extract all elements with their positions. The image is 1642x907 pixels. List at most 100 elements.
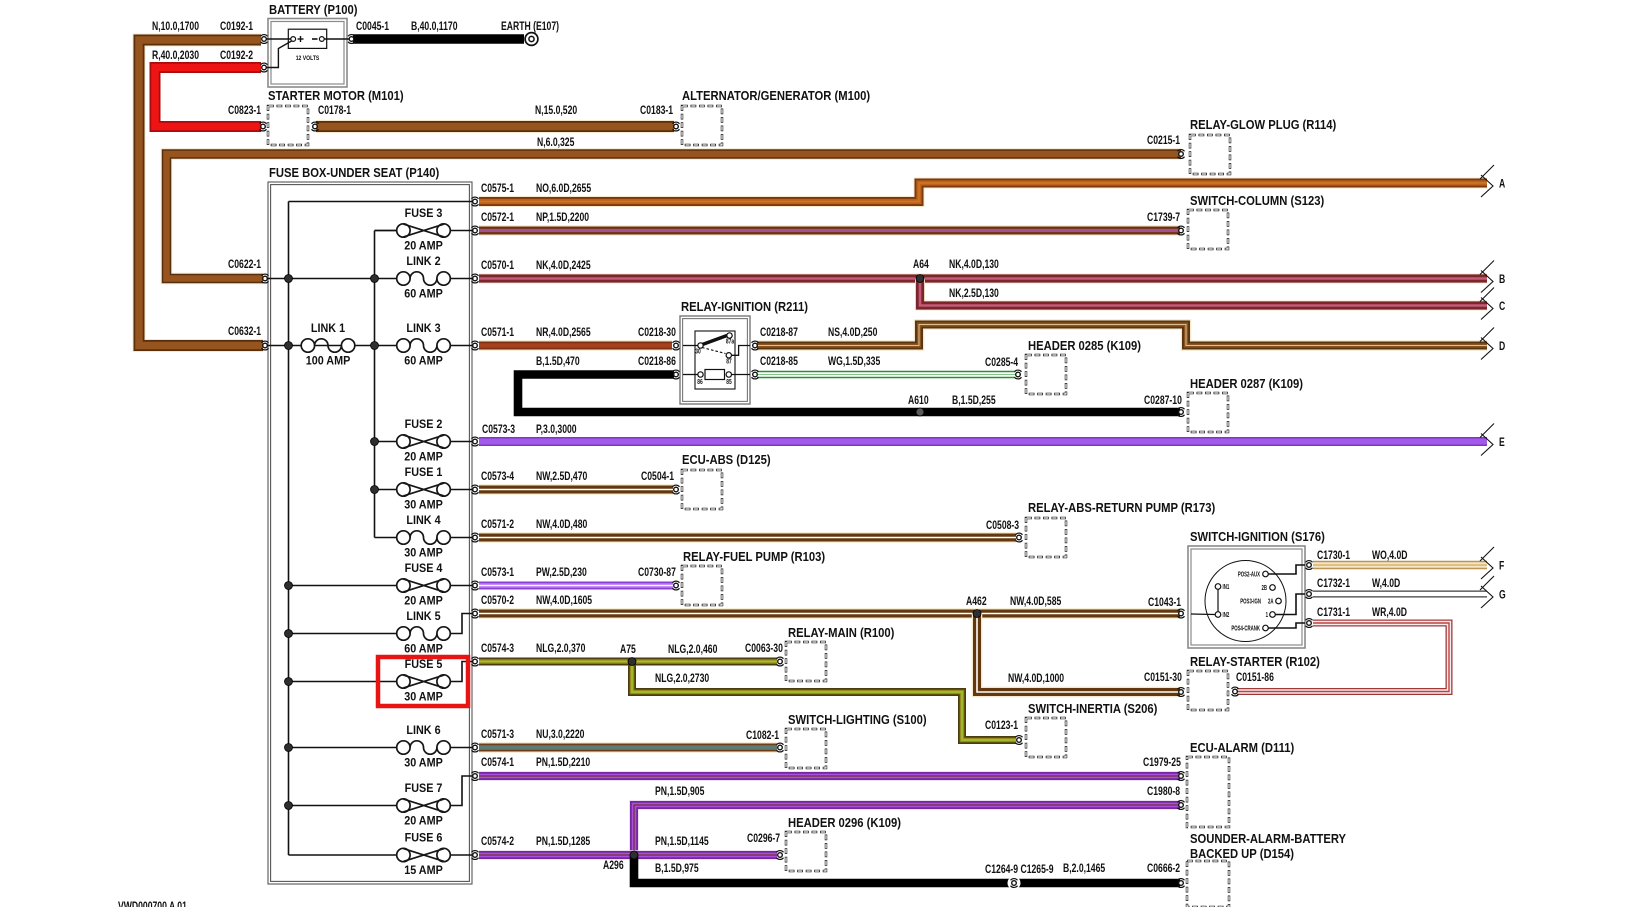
svg-text:60 AMP: 60 AMP (404, 355, 443, 368)
svg-text:C0218-86: C0218-86 (638, 356, 676, 369)
svg-text:SWITCH-LIGHTING (S100): SWITCH-LIGHTING (S100) (788, 712, 927, 727)
svg-text:NW,2.5D,470: NW,2.5D,470 (536, 471, 587, 484)
svg-text:IN1: IN1 (1223, 584, 1230, 591)
svg-text:RELAY-ABS-RETURN PUMP (R173): RELAY-ABS-RETURN PUMP (R173) (1028, 500, 1215, 515)
svg-text:B,40.0,1170: B,40.0,1170 (411, 21, 458, 34)
svg-text:C0123-1: C0123-1 (985, 720, 1018, 733)
svg-text:LINK 4: LINK 4 (406, 515, 441, 528)
svg-text:C0570-2: C0570-2 (481, 595, 514, 608)
svg-text:C0573-4: C0573-4 (481, 471, 514, 484)
svg-text:C0823-1: C0823-1 (228, 105, 261, 118)
svg-text:LINK 1: LINK 1 (311, 323, 346, 336)
svg-text:C1082-1: C1082-1 (746, 730, 779, 743)
svg-text:C0666-2: C0666-2 (1147, 863, 1180, 876)
svg-text:C0192-2: C0192-2 (220, 50, 253, 63)
svg-text:C0574-3: C0574-3 (481, 643, 514, 656)
svg-text:RELAY-IGNITION (R211): RELAY-IGNITION (R211) (681, 299, 808, 314)
svg-text:C0574-2: C0574-2 (481, 836, 514, 849)
svg-text:C: C (1499, 301, 1506, 314)
svg-text:B,1.5D,975: B,1.5D,975 (655, 863, 699, 876)
svg-text:A: A (1499, 178, 1506, 191)
svg-text:NS,4.0D,250: NS,4.0D,250 (828, 327, 878, 340)
svg-text:PN,1.5D,1285: PN,1.5D,1285 (536, 836, 590, 849)
svg-text:C0218-30: C0218-30 (638, 327, 676, 340)
svg-text:NW,4.0D,480: NW,4.0D,480 (536, 519, 587, 532)
svg-text:C0622-1: C0622-1 (228, 259, 261, 272)
svg-text:C0183-1: C0183-1 (640, 105, 673, 118)
svg-text:60 AMP: 60 AMP (404, 643, 443, 656)
svg-text:C1730-1: C1730-1 (1317, 550, 1350, 563)
svg-text:C0287-10: C0287-10 (1144, 395, 1182, 408)
svg-text:C0730-87: C0730-87 (638, 567, 676, 580)
svg-text:EARTH (E107): EARTH (E107) (501, 21, 559, 34)
svg-text:HEADER 0296 (K109): HEADER 0296 (K109) (788, 815, 901, 830)
svg-text:A75: A75 (620, 644, 636, 657)
svg-text:C1043-1: C1043-1 (1148, 597, 1181, 610)
svg-text:B,1.5D,255: B,1.5D,255 (952, 395, 996, 408)
svg-text:ECU-ALARM (D111): ECU-ALARM (D111) (1190, 740, 1294, 755)
svg-text:RELAY-FUEL PUMP (R103): RELAY-FUEL PUMP (R103) (683, 549, 825, 564)
svg-text:SWITCH-COLUMN (S123): SWITCH-COLUMN (S123) (1190, 193, 1324, 208)
svg-text:LINK 2: LINK 2 (406, 256, 440, 269)
svg-text:LINK 6: LINK 6 (406, 725, 440, 738)
svg-text:BACKED UP (D154): BACKED UP (D154) (1190, 846, 1294, 861)
svg-text:C0571-1: C0571-1 (481, 327, 514, 340)
svg-text:FUSE 5: FUSE 5 (405, 659, 443, 672)
svg-text:STARTER MOTOR (M101): STARTER MOTOR (M101) (268, 88, 404, 103)
svg-text:C0151-30: C0151-30 (1144, 672, 1182, 685)
svg-text:FUSE 3: FUSE 3 (405, 208, 443, 221)
svg-text:C0570-1: C0570-1 (481, 260, 514, 273)
svg-text:C0045-1: C0045-1 (356, 21, 389, 34)
svg-text:RELAY-MAIN (R100): RELAY-MAIN (R100) (788, 625, 894, 640)
svg-text:G: G (1499, 589, 1506, 602)
svg-text:HEADER 0287 (K109): HEADER 0287 (K109) (1190, 376, 1303, 391)
svg-text:FUSE 7: FUSE 7 (405, 783, 443, 796)
svg-text:30 AMP: 30 AMP (404, 691, 443, 704)
svg-text:C0508-3: C0508-3 (986, 520, 1019, 533)
svg-text:RELAY-GLOW PLUG (R114): RELAY-GLOW PLUG (R114) (1190, 117, 1336, 132)
svg-text:NK,4.0D,2425: NK,4.0D,2425 (536, 260, 591, 273)
svg-text:86: 86 (697, 379, 703, 386)
svg-text:C0574-1: C0574-1 (481, 757, 514, 770)
svg-text:C0571-3: C0571-3 (481, 729, 514, 742)
svg-text:A610: A610 (908, 395, 929, 408)
svg-text:POS3-IGN: POS3-IGN (1240, 599, 1261, 606)
svg-text:NW,4.0D,1605: NW,4.0D,1605 (536, 595, 592, 608)
svg-text:E: E (1499, 437, 1505, 450)
svg-text:IN2: IN2 (1223, 612, 1230, 619)
svg-text:C0192-1: C0192-1 (220, 21, 253, 34)
svg-text:15 AMP: 15 AMP (404, 865, 443, 878)
svg-text:C0572-1: C0572-1 (481, 212, 514, 225)
svg-text:PN,1.5D,1145: PN,1.5D,1145 (655, 836, 709, 849)
svg-text:C1979-25: C1979-25 (1143, 757, 1181, 770)
svg-text:NLG,2.0,370: NLG,2.0,370 (536, 643, 586, 656)
svg-text:20 AMP: 20 AMP (404, 451, 443, 464)
svg-text:C0296-7: C0296-7 (747, 833, 780, 846)
svg-text:100 AMP: 100 AMP (306, 355, 351, 368)
svg-text:NU,3.0,2220: NU,3.0,2220 (536, 729, 585, 742)
svg-text:20 AMP: 20 AMP (404, 240, 443, 253)
svg-text:FUSE 1: FUSE 1 (405, 467, 443, 480)
svg-text:HEADER 0285 (K109): HEADER 0285 (K109) (1028, 338, 1141, 353)
svg-text:C0571-2: C0571-2 (481, 519, 514, 532)
svg-text:B,2.0,1465: B,2.0,1465 (1063, 863, 1105, 876)
svg-text:ECU-ABS (D125): ECU-ABS (D125) (682, 452, 771, 467)
svg-text:87a: 87a (726, 339, 735, 346)
svg-text:SWITCH-IGNITION (S176): SWITCH-IGNITION (S176) (1190, 529, 1325, 544)
svg-text:A296: A296 (603, 860, 624, 873)
svg-text:FUSE BOX-UNDER SEAT (P140): FUSE BOX-UNDER SEAT (P140) (269, 165, 439, 180)
svg-text:C0575-1: C0575-1 (481, 183, 514, 196)
svg-text:SOUNDER-ALARM-BATTERY: SOUNDER-ALARM-BATTERY (1190, 831, 1346, 846)
svg-text:C1731-1: C1731-1 (1317, 607, 1350, 620)
svg-text:NK,4.0D,130: NK,4.0D,130 (949, 259, 999, 272)
svg-text:C0215-1: C0215-1 (1147, 135, 1180, 148)
svg-text:60 AMP: 60 AMP (404, 288, 443, 301)
svg-text:A462: A462 (966, 596, 987, 609)
svg-text:FUSE 2: FUSE 2 (405, 419, 443, 432)
svg-text:NP,1.5D,2200: NP,1.5D,2200 (536, 212, 589, 225)
svg-text:PW,2.5D,230: PW,2.5D,230 (536, 567, 587, 580)
svg-text:NW,4.0D,585: NW,4.0D,585 (1010, 596, 1061, 609)
svg-text:C1739-7: C1739-7 (1147, 212, 1180, 225)
svg-text:ALTERNATOR/GENERATOR (M100): ALTERNATOR/GENERATOR (M100) (682, 88, 870, 103)
svg-text:WO,4.0D: WO,4.0D (1372, 550, 1408, 563)
